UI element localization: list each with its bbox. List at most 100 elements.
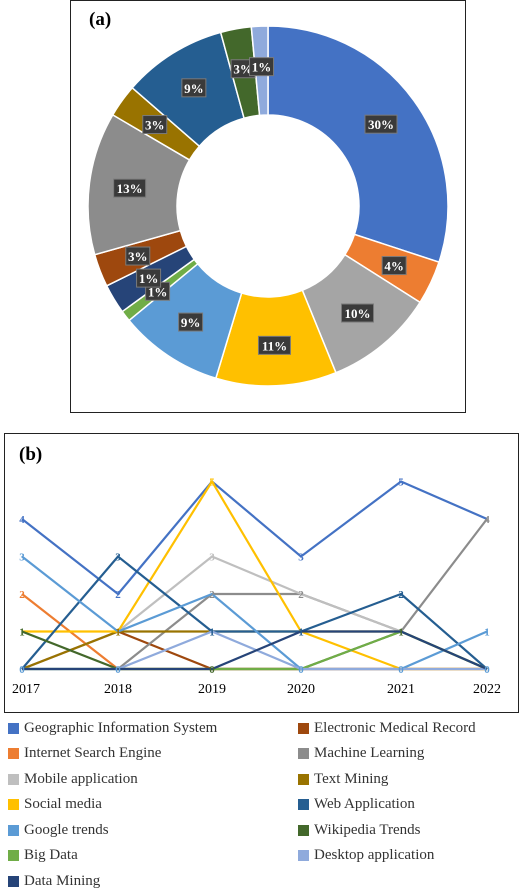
data-point-label: 5 [398, 477, 404, 489]
data-point-label: 4 [484, 514, 490, 526]
donut-label-machine-learning: 13% [113, 178, 147, 198]
data-point-label: 0 [19, 664, 25, 676]
donut-label-mobile-application: 10% [340, 303, 374, 323]
legend-item-machine-learning: Machine Learning [298, 743, 424, 765]
donut-percent-label: 13% [117, 181, 143, 196]
donut-percent-label: 9% [181, 315, 201, 330]
legend-swatch [298, 722, 309, 734]
legend-label: Web Application [314, 796, 415, 812]
donut-percent-label: 1% [139, 271, 159, 286]
donut-percent-label: 3% [128, 249, 148, 264]
legend-item-web-application: Web Application [298, 794, 415, 816]
donut-percent-label: 3% [233, 62, 253, 77]
legend-item-wikipedia-trends: Wikipedia Trends [298, 819, 420, 841]
legend-label: Internet Search Engine [24, 745, 162, 761]
donut-label-data-mining: 1% [136, 268, 162, 288]
x-tick-label: 2018 [104, 682, 132, 697]
donut-percent-label: 4% [384, 259, 404, 274]
legend-item-desktop-application: Desktop application [298, 845, 434, 867]
data-point-label: 3 [209, 552, 215, 564]
data-point-label: 1 [398, 627, 404, 639]
data-point-label: 1 [115, 627, 121, 639]
series-line-geographic-information-system [21, 479, 488, 596]
legend-item-big-data: Big Data [8, 845, 78, 867]
donut-chart: (a) 30%4%10%11%9%1%1%3%13%3%9%3%1% [87, 9, 449, 387]
legend-item-mobile-application: Mobile application [8, 768, 138, 790]
series-line-google-trends [21, 555, 488, 671]
donut-label-text-mining: 3% [142, 115, 168, 135]
line-chart: (b) 4 3 2 1 0 3 2 1 0 5 3 2 1 0 3 2 1 0 5 2 1 0 4 1 0 2017 2018 201… [12, 444, 501, 697]
legend-swatch [8, 824, 19, 836]
legend-swatch [8, 850, 19, 861]
panel-b-label: (b) [19, 444, 42, 465]
donut-label-geographic-information-system: 30% [364, 114, 398, 134]
legend-item-google-trends: Google trends [8, 819, 109, 841]
data-point-label: 1 [209, 627, 215, 639]
data-point-label: 2 [398, 589, 404, 601]
data-point-label: 1 [19, 627, 25, 639]
data-point-label: 5 [209, 477, 215, 489]
x-tick-label: 2019 [198, 682, 226, 697]
donut-label-web-application: 9% [181, 78, 207, 98]
legend-label: Electronic Medical Record [314, 719, 476, 736]
donut-percent-label: 9% [184, 81, 204, 96]
legend: Geographic Information System Electronic … [8, 717, 518, 893]
donut-percent-label: 30% [368, 117, 394, 132]
data-point-label: 3 [298, 552, 304, 564]
donut-label-electronic-medical-record: 3% [125, 246, 151, 266]
legend-label: Machine Learning [314, 745, 425, 761]
donut-label-internet-search-engine: 4% [381, 256, 407, 276]
legend-swatch [298, 773, 309, 785]
legend-item-social-media: Social media [8, 794, 102, 816]
data-point-label: 3 [115, 552, 121, 564]
legend-swatch [8, 773, 19, 785]
data-point-label: 0 [209, 664, 215, 676]
donut-percent-label: 3% [145, 118, 165, 133]
data-point-label: 1 [298, 627, 304, 639]
legend-swatch [8, 875, 19, 887]
legend-swatch [8, 748, 19, 759]
x-tick-label: 2017 [12, 682, 40, 697]
series-line-machine-learning [22, 518, 488, 671]
x-tick-label: 2022 [473, 682, 501, 697]
data-point-label: 2 [209, 589, 215, 601]
legend-swatch [8, 722, 19, 734]
legend-swatch [298, 799, 309, 810]
legend-item-internet-search-engine: Internet Search Engine [8, 743, 161, 765]
legend-swatch [298, 748, 309, 759]
data-point-label: 2 [115, 589, 121, 601]
donut-percent-label: 11% [262, 338, 287, 353]
donut-label-google-trends: 9% [178, 312, 204, 332]
donut-label-social-media: 11% [257, 335, 291, 355]
legend-label: Mobile application [24, 770, 138, 787]
legend-item-text-mining: Text Mining [298, 768, 388, 790]
data-point-label: 2 [298, 589, 304, 601]
legend-item-data-mining: Data Mining [8, 870, 100, 892]
data-point-label: 1 [484, 627, 490, 639]
donut-percent-label: 10% [344, 306, 370, 321]
legend-swatch [8, 799, 19, 810]
legend-label: Google trends [24, 821, 109, 838]
donut-label-desktop-application: 1% [249, 57, 275, 77]
data-point-label: 0 [484, 664, 490, 676]
x-tick-label: 2021 [387, 682, 415, 697]
legend-label: Social media [24, 796, 102, 812]
data-point-label: 0 [398, 664, 404, 676]
x-tick-label: 2020 [287, 682, 315, 697]
legend-label: Text Mining [314, 770, 389, 787]
data-point-label: 4 [19, 514, 25, 526]
line-chart-panel: (b) 4 3 2 1 0 3 2 1 0 5 3 2 1 0 3 2 1 0 5 2 1 0 4 1 0 2017 2018 201… [4, 433, 519, 713]
legend-swatch [298, 850, 309, 861]
data-point-label: 0 [298, 664, 304, 676]
series-line-data-mining [22, 630, 488, 671]
data-point-label: 2 [19, 589, 25, 601]
legend-label: Wikipedia Trends [314, 821, 421, 838]
donut-percent-label: 1% [252, 60, 272, 75]
legend-label: Geographic Information System [24, 719, 218, 736]
donut-chart-panel: (a) 30% 4% 10% 11% 9% 1% 1% 3% 13% 3% 9% 3% 1% [70, 0, 466, 413]
legend-label: Big Data [24, 847, 78, 863]
data-point-label: 0 [115, 664, 121, 676]
donut-percent-label: 1% [148, 284, 168, 299]
legend-swatch [298, 824, 309, 836]
panel-a-label: (a) [89, 9, 111, 30]
